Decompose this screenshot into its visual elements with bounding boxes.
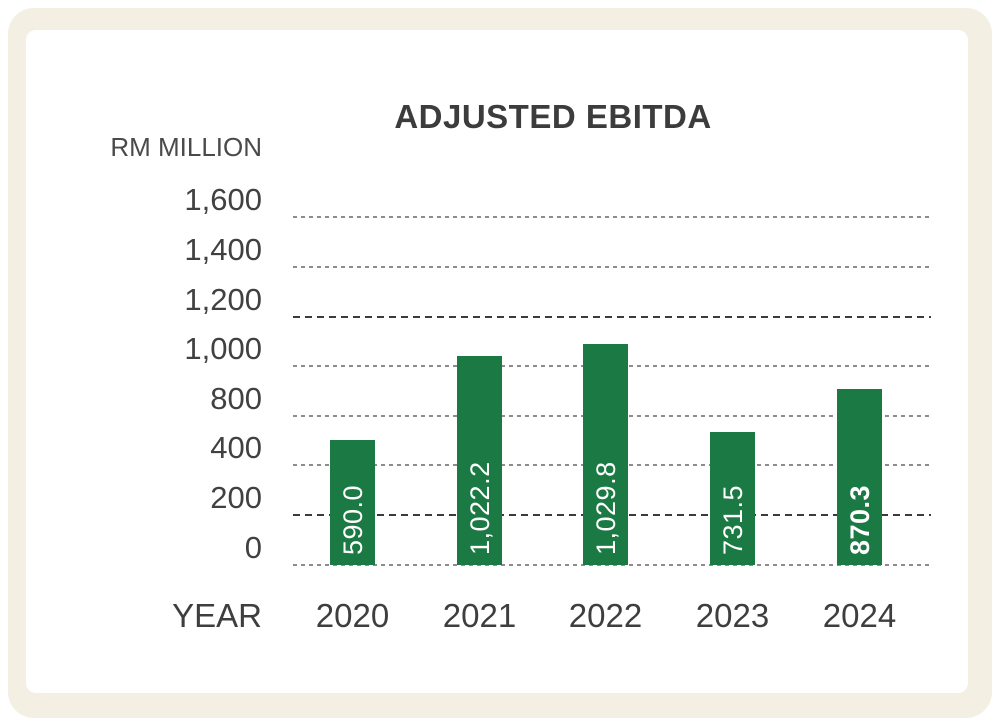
bar-value-label: 870.3	[844, 484, 875, 555]
x-tick-label-2024: 2024	[822, 597, 897, 634]
bar-2022: 1,029.8	[583, 344, 628, 565]
bar-value-label: 590.0	[337, 484, 368, 555]
y-axis-title: RM MILLION	[110, 132, 262, 162]
bar-2024: 870.3	[837, 389, 882, 565]
x-tick-label-2023: 2023	[695, 597, 770, 634]
bar-value-label: 1,029.8	[590, 461, 621, 555]
gridline	[293, 266, 931, 268]
bar-2020: 590.0	[330, 440, 375, 565]
y-tick-label: 0	[244, 530, 262, 565]
bar-value-label: 1,022.2	[464, 461, 495, 555]
y-tick-label: 1,400	[184, 232, 262, 267]
gridline	[293, 564, 931, 566]
y-tick-label: 800	[210, 381, 262, 416]
y-tick-label: 1,000	[184, 331, 262, 366]
gridline	[293, 316, 931, 318]
x-tick-label-2020: 2020	[315, 597, 390, 634]
x-tick-label-2021: 2021	[442, 597, 517, 634]
bar-2023: 731.5	[710, 432, 755, 565]
chart-title: ADJUSTED EBITDA	[394, 98, 712, 135]
bar-2021: 1,022.2	[457, 356, 502, 565]
bar-value-label: 731.5	[717, 484, 748, 555]
y-tick-label: 1,600	[184, 182, 262, 217]
y-tick-label: 400	[210, 430, 262, 465]
y-tick-label: 200	[210, 480, 262, 515]
x-tick-label-2022: 2022	[568, 597, 643, 634]
gridline	[293, 216, 931, 218]
x-axis-title: YEAR	[172, 597, 262, 634]
y-tick-label: 1,200	[184, 282, 262, 317]
